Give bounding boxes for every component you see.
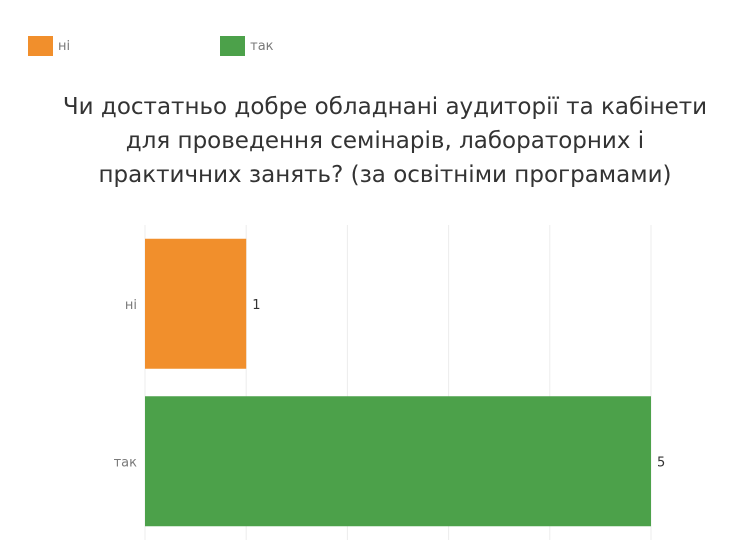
data-label: 1 <box>252 298 260 313</box>
bar-ni <box>145 238 247 369</box>
data-label: 5 <box>657 455 665 470</box>
chart-title-line-2: для проведення семінарів, лабораторних і <box>125 128 645 154</box>
chart-title: Чи достатньо добре обладнані аудиторії т… <box>10 90 729 192</box>
legend-swatch-ni <box>28 36 53 56</box>
legend-item-tak[interactable]: так <box>220 36 274 56</box>
category-label: так <box>114 455 138 470</box>
legend-item-ni[interactable]: ні <box>28 36 70 56</box>
category-label: ні <box>125 298 137 313</box>
legend-label-tak: так <box>250 38 274 54</box>
bar-tak <box>145 396 651 527</box>
legend: ні так <box>28 36 274 56</box>
chart-title-line-3: практичних занять? (за освітніми програм… <box>98 162 672 188</box>
legend-swatch-tak <box>220 36 246 56</box>
legend-label-ni: ні <box>58 38 71 54</box>
chart-title-line-1: Чи достатньо добре обладнані аудиторії т… <box>62 94 708 120</box>
